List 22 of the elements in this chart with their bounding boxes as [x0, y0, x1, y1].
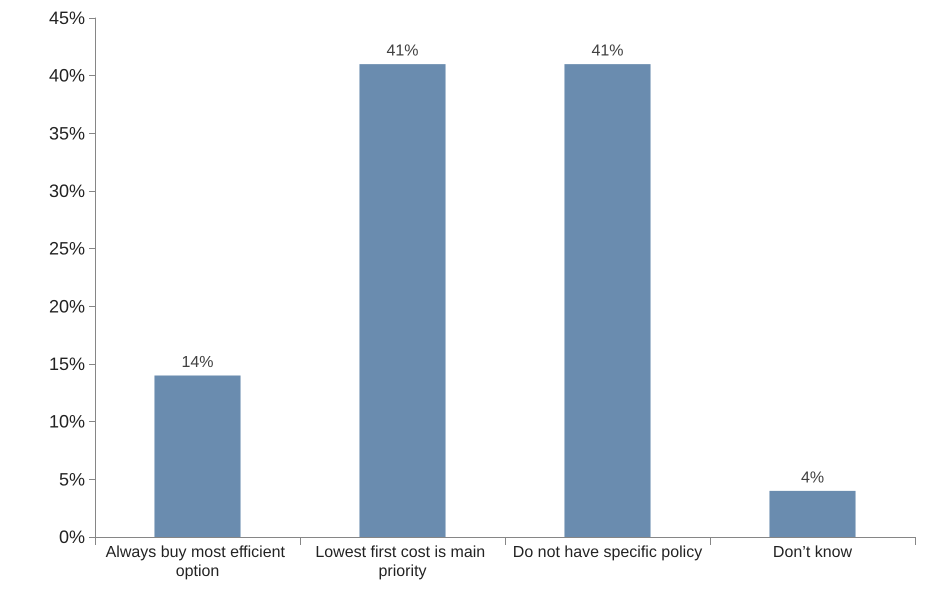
- data-label: 4%: [800, 469, 824, 486]
- y-tick-label: 35%: [48, 123, 85, 144]
- x-tick-label: Lowest first cost is main priority: [315, 544, 490, 580]
- bar: [154, 376, 241, 537]
- x-tick-label: Don’t know: [772, 544, 853, 561]
- x-tick-label: Do not have specific policy: [512, 544, 702, 561]
- bar: [359, 64, 446, 537]
- y-tick-label: 30%: [48, 181, 85, 201]
- data-label: 41%: [591, 42, 624, 60]
- data-label: 14%: [181, 354, 214, 372]
- y-tick-label: 25%: [48, 238, 85, 259]
- y-tick-label: 5%: [58, 469, 85, 490]
- y-tick-label: 20%: [48, 296, 85, 316]
- bar: [564, 64, 651, 537]
- y-tick-label: 15%: [48, 354, 85, 374]
- x-tick-label: Always buy most efficient option: [106, 544, 290, 580]
- y-tick-label: 45%: [48, 8, 85, 28]
- y-tick-label: 0%: [58, 527, 85, 547]
- y-tick-label: 40%: [48, 66, 85, 86]
- bar: [769, 490, 856, 537]
- data-label: 41%: [386, 42, 419, 60]
- y-tick-label: 10%: [48, 412, 85, 432]
